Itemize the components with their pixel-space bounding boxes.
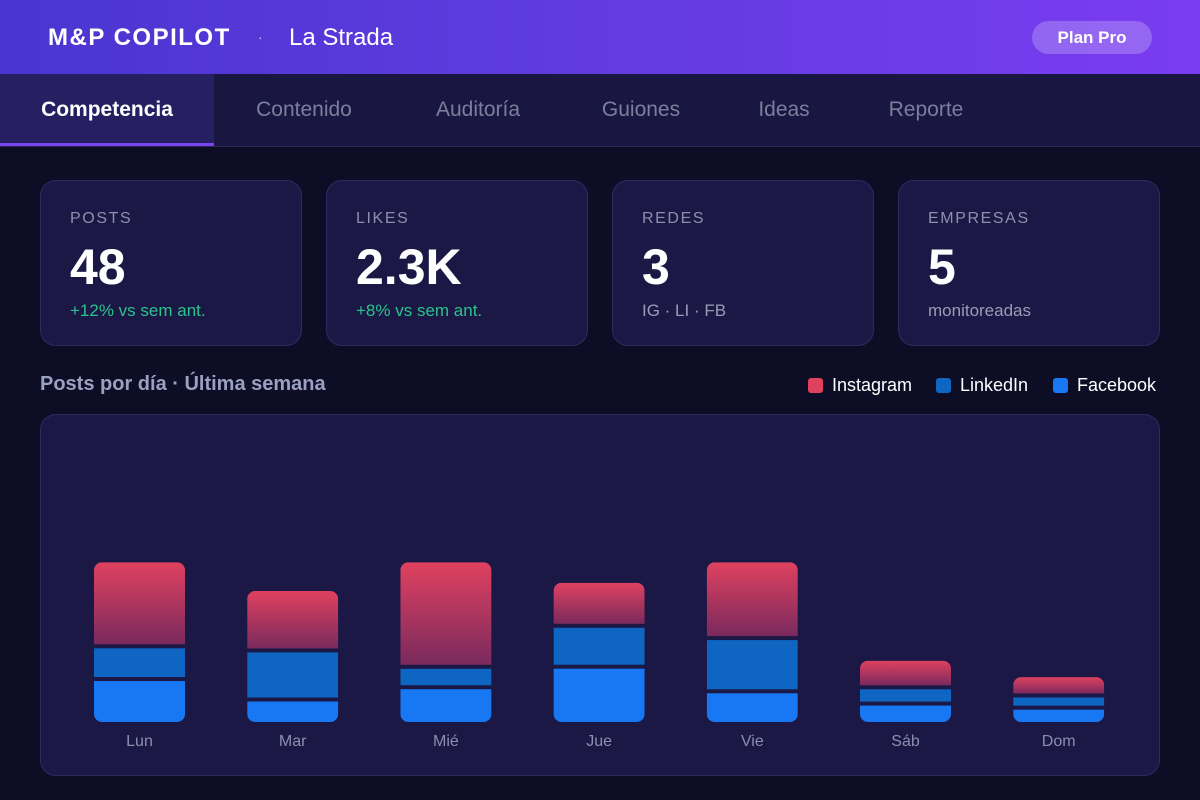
stat-label: REDES	[642, 210, 706, 227]
bar-stack-Vie	[706, 562, 798, 722]
bar-stack-Mié	[400, 562, 492, 722]
bar-facebook	[553, 668, 645, 722]
tab-auditoria[interactable]: Auditoría	[435, 98, 521, 121]
app-header: M&P COPILOT · La Strada Plan Pro	[0, 0, 1200, 74]
x-tick-label: Vie	[741, 733, 764, 750]
bar-facebook	[400, 689, 492, 722]
bar-instagram	[400, 562, 492, 665]
stat-card-likes: LIKES 2.3K +8% vs sem ant.	[326, 180, 588, 346]
bar-linkedin	[706, 640, 798, 690]
bar-instagram	[247, 591, 339, 649]
tab-reporte[interactable]: Reporte	[888, 98, 964, 121]
client-name: La Strada	[289, 24, 394, 51]
stat-label: LIKES	[356, 210, 410, 227]
legend-instagram: Instagram	[808, 374, 912, 396]
bar-stack-Sáb	[860, 660, 951, 722]
x-tick-label: Mar	[279, 733, 307, 750]
stat-value: 2.3K	[356, 239, 462, 295]
chart-panel: Lun Mar Mié Jue Vie Sáb Dom	[40, 414, 1160, 776]
bar-stack-Lun	[94, 562, 185, 722]
bar-stack-Jue	[553, 582, 645, 722]
legend-swatch-instagram	[808, 377, 823, 393]
stat-card-posts: POSTS 48 +12% vs sem ant.	[40, 180, 302, 346]
stat-card-empresas: EMPRESAS 5 monitoreadas	[898, 180, 1160, 346]
x-tick-label: Mié	[433, 733, 459, 750]
header-separator: ·	[258, 29, 263, 45]
bar-linkedin	[400, 668, 492, 686]
bar-facebook	[860, 705, 951, 722]
bar-stack-Mar	[247, 591, 339, 722]
x-tick-label: Lun	[126, 733, 153, 750]
bar-instagram	[706, 562, 798, 637]
bar-linkedin	[860, 689, 951, 702]
bar-facebook	[1013, 709, 1105, 722]
tab-ideas[interactable]: Ideas	[758, 98, 810, 121]
bar-linkedin	[553, 627, 645, 665]
tab-guiones[interactable]: Guiones	[601, 98, 681, 121]
stat-label: EMPRESAS	[928, 210, 1030, 227]
plan-pro-button[interactable]: Plan Pro	[1032, 21, 1152, 54]
bar-facebook	[706, 693, 798, 722]
bar-instagram	[1013, 677, 1105, 694]
legend-label: Facebook	[1077, 374, 1157, 395]
bar-instagram	[94, 562, 185, 645]
legend-swatch-linkedin	[936, 377, 951, 393]
stat-value: 5	[928, 239, 956, 295]
x-tick-label: Dom	[1042, 733, 1076, 750]
x-tick-label: Jue	[586, 733, 612, 750]
stat-change: +12% vs sem ant.	[70, 301, 206, 320]
brand-logo: M&P COPILOT	[48, 24, 231, 51]
legend-label: LinkedIn	[960, 374, 1029, 395]
bar-linkedin	[247, 652, 339, 698]
bar-stack-Dom	[1013, 677, 1105, 722]
stat-sub: monitoreadas	[928, 301, 1032, 320]
legend-linkedin: LinkedIn	[936, 374, 1028, 396]
stat-label: POSTS	[70, 210, 133, 227]
stat-card-redes: REDES 3 IG · LI · FB	[612, 180, 874, 346]
bar-linkedin	[1013, 697, 1105, 706]
tab-bar: Competencia Contenido Auditoría Guiones …	[0, 74, 1200, 147]
x-tick-label: Sáb	[891, 733, 920, 750]
chart-title: Posts por día · Última semana	[40, 373, 326, 395]
bar-linkedin	[94, 648, 185, 677]
tab-contenido[interactable]: Contenido	[256, 98, 352, 121]
stat-value: 48	[70, 239, 126, 295]
tab-competencia[interactable]: Competencia	[0, 74, 214, 146]
legend-facebook: Facebook	[1053, 374, 1156, 396]
stat-sub: IG · LI · FB	[642, 301, 727, 320]
bar-facebook	[94, 681, 185, 722]
legend-label: Instagram	[832, 374, 913, 395]
bar-instagram	[860, 660, 951, 686]
stacked-bar-chart: Lun Mar Mié Jue Vie Sáb Dom	[94, 562, 1105, 750]
bar-facebook	[247, 701, 339, 722]
stat-value: 3	[642, 239, 670, 295]
bar-instagram	[553, 582, 645, 624]
legend-swatch-facebook	[1053, 377, 1068, 393]
stat-change: +8% vs sem ant.	[356, 301, 483, 320]
